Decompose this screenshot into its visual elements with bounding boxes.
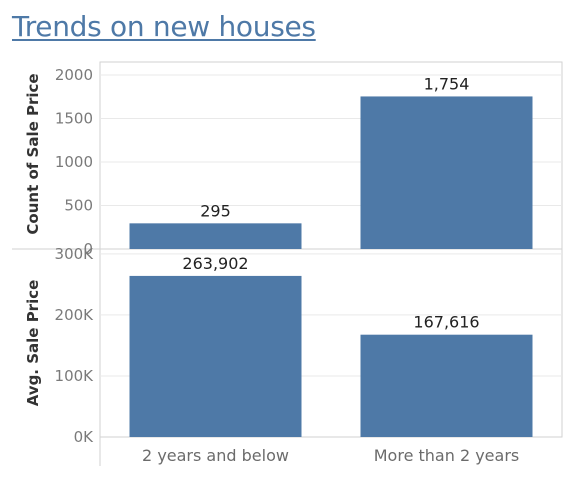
data-label-1-2: 1,754 — [424, 74, 470, 93]
y-tick-label-1: 1500 — [55, 110, 93, 128]
x-category-label: 2 years and below — [142, 446, 289, 465]
data-label-2-2: 167,616 — [413, 313, 479, 332]
y-tick-label-2: 100K — [55, 367, 95, 385]
y-tick-label-1: 1000 — [55, 153, 93, 171]
bar-2-1 — [129, 275, 302, 437]
data-label-2-1: 263,902 — [182, 254, 248, 273]
data-label-1-1: 295 — [200, 201, 231, 220]
y-axis-title-1: Count of Sale Price — [24, 73, 42, 234]
y-tick-label-1: 0 — [83, 240, 93, 258]
y-tick-label-1: 500 — [64, 197, 93, 215]
y-tick-label-2: 200K — [55, 306, 95, 324]
y-tick-label-2: 0K — [74, 428, 95, 446]
bar-2-2 — [360, 334, 533, 437]
y-axis-title-2: Avg. Sale Price — [24, 280, 42, 407]
y-tick-label-1: 2000 — [55, 66, 93, 84]
x-category-label: More than 2 years — [374, 446, 520, 465]
y-tick-label-2: 300K — [55, 245, 95, 263]
bar-1-2 — [360, 96, 533, 250]
bar-1-1 — [129, 223, 302, 249]
page-title: Trends on new houses — [12, 10, 316, 43]
